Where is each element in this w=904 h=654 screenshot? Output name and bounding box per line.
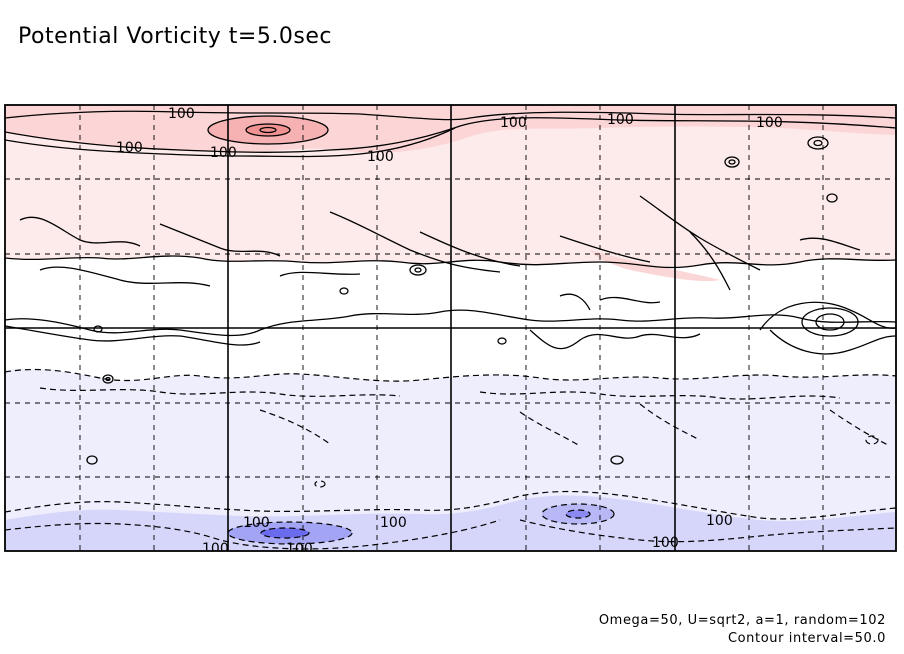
contour-ring: [409, 264, 427, 276]
contour-ring: [815, 313, 845, 331]
positive-tongue: [590, 250, 720, 282]
dashed-contours: [5, 368, 896, 550]
contour-ring: [86, 455, 98, 465]
contour-label: 100: [500, 115, 527, 131]
parameters-note: Omega=50, U=sqrt2, a=1, random=102: [598, 613, 886, 628]
contour-dashed-line: [639, 403, 701, 441]
contour-label: 100: [652, 535, 679, 551]
contour-filament: [559, 235, 651, 263]
contour-filament: [159, 223, 281, 257]
contour-ring: [497, 337, 507, 345]
contour-label: 100: [607, 112, 634, 128]
contour-ring: [728, 159, 736, 165]
contour-ring: [813, 139, 823, 147]
contour-dashed-ring: [314, 480, 326, 488]
negative-core-1-inner: [261, 528, 309, 538]
contour-ring: [414, 267, 422, 273]
contour-ring: [801, 307, 859, 337]
contour-line: [529, 329, 701, 350]
solid-contours: [5, 110, 896, 465]
contour-label: 100: [756, 115, 783, 131]
contour-line: [5, 255, 896, 269]
contour-filament: [279, 271, 361, 277]
contour-label: 100: [210, 145, 237, 161]
plot-frame: [4, 104, 897, 552]
contour-ring: [245, 123, 291, 137]
contour-dashed-line: [519, 411, 581, 447]
contour-dashed-ring: [565, 509, 591, 519]
contour-dashed-line: [519, 519, 896, 543]
contour-ring: [610, 455, 624, 465]
contour-line: [5, 309, 896, 337]
contour-dashed-line: [829, 409, 891, 447]
grid-solid: [5, 105, 896, 551]
contour-dashed-ring: [260, 527, 310, 539]
contour-label: 100: [286, 541, 313, 557]
contour-filament: [599, 296, 661, 304]
contour-ring: [102, 374, 114, 384]
contour-line: [5, 110, 896, 121]
contour-label: 100: [706, 513, 733, 529]
contour-label: 100: [243, 515, 270, 531]
contour-line: [759, 301, 896, 331]
contour-dashed-ring: [227, 521, 353, 545]
contour-ring: [339, 287, 349, 295]
contour-dashed-ring: [865, 435, 879, 445]
contour-line: [5, 127, 456, 158]
contour-line: [5, 117, 896, 153]
contour-filament: [39, 266, 211, 287]
contour-labels: 100 100 100 100 100 100 100 100 100 100 …: [116, 106, 783, 557]
contour-label: 100: [380, 515, 407, 531]
contour-filament: [329, 211, 501, 273]
contour-line: [769, 329, 896, 355]
contour-ring: [93, 325, 103, 333]
contour-filament: [689, 231, 731, 291]
contour-label: 100: [367, 149, 394, 165]
contour-dashed-line: [259, 409, 331, 445]
contour-ring: [826, 193, 838, 203]
contour-dashed-line: [479, 391, 841, 400]
contour-dashed-line: [5, 368, 896, 382]
contour-filament: [639, 195, 761, 271]
contour-dashed-line: [39, 387, 401, 397]
negative-core-2-inner: [566, 510, 590, 518]
positive-core-inner: [246, 124, 290, 136]
contour-filament: [559, 293, 591, 311]
contour-ring: [724, 156, 740, 168]
contour-label: 100: [168, 106, 195, 122]
contour-label: 100: [202, 541, 229, 557]
contour-label: 100: [116, 140, 143, 156]
contour-ring: [259, 126, 277, 134]
contour-interval-note: Contour interval=50.0: [727, 631, 886, 646]
contour-line: [5, 325, 261, 346]
contour-dashed-ring: [541, 503, 615, 525]
contour-ring: [807, 136, 829, 150]
contour-dashed-line: [5, 519, 501, 550]
contour-ring: [207, 115, 329, 145]
contour-filament: [419, 231, 521, 267]
chart-title: Potential Vorticity t=5.0sec: [18, 24, 332, 49]
contour-filament: [799, 237, 861, 251]
